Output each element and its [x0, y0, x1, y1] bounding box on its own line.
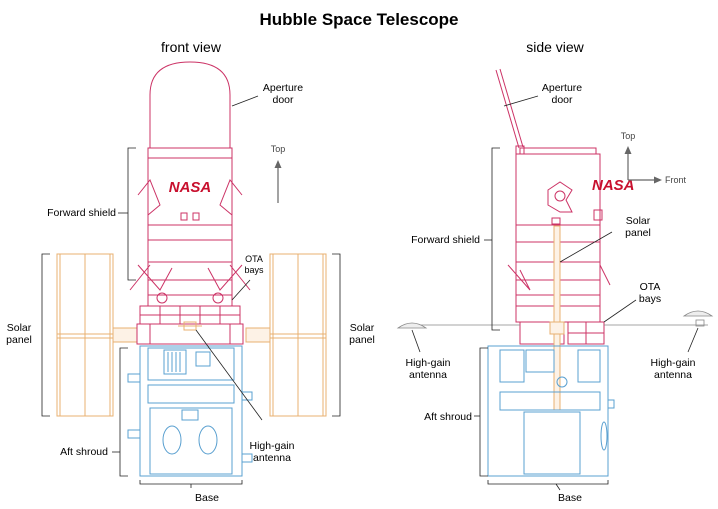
front-view: NASA — [6, 61, 375, 504]
front-aperture-label-2: door — [272, 94, 294, 106]
front-ota-label-2: bays — [244, 265, 264, 275]
front-ota-label-1: OTA — [245, 254, 263, 264]
front-solar-right-label-2: panel — [349, 334, 375, 346]
side-orientation-arrows — [624, 146, 662, 184]
front-aft-shroud-label: Aft shroud — [60, 446, 108, 458]
front-leader-lines — [41, 95, 341, 488]
side-front-label: Front — [665, 175, 687, 185]
side-view-heading: side view — [526, 39, 584, 55]
front-solar-panel-left — [56, 253, 138, 417]
side-forward-shield-label: Forward shield — [411, 234, 480, 246]
front-aperture-label-1: Aperture — [263, 82, 303, 94]
side-aperture-label-2: door — [551, 94, 573, 106]
side-ota-label-1: OTA — [640, 281, 661, 293]
front-aft-shroud — [127, 345, 253, 477]
side-hga-left-label-1: High-gain — [406, 357, 451, 369]
front-nasa-logo: NASA — [169, 179, 212, 196]
side-top-label: Top — [621, 131, 636, 141]
side-nasa-logo: NASA — [592, 177, 635, 194]
side-aft-shroud-label: Aft shroud — [424, 411, 472, 423]
front-base-label: Base — [195, 492, 219, 504]
side-leader-lines — [411, 95, 699, 491]
front-solar-panel-right — [245, 253, 327, 417]
front-solar-left-label-2: panel — [6, 334, 32, 346]
front-high-gain-antenna — [178, 321, 202, 331]
side-solar-label-2: panel — [625, 227, 651, 239]
side-hga-right-label-1: High-gain — [651, 357, 696, 369]
front-telescope-tube — [129, 61, 251, 345]
front-solar-left-label-1: Solar — [7, 322, 32, 334]
side-solar-label-1: Solar — [626, 215, 651, 227]
side-aperture-label-1: Aperture — [542, 82, 582, 94]
front-forward-shield-label: Forward shield — [47, 207, 116, 219]
side-hga-right-label-2: antenna — [654, 369, 692, 381]
side-telescope-tube — [495, 68, 611, 345]
side-hga-left-label-2: antenna — [409, 369, 447, 381]
front-solar-right-label-1: Solar — [350, 322, 375, 334]
front-view-heading: front view — [161, 39, 222, 55]
side-base-label: Base — [558, 492, 582, 504]
front-hga-label-1: High-gain — [250, 440, 295, 452]
side-view: NASA — [396, 68, 714, 504]
side-high-gain-antennas — [396, 310, 714, 329]
front-hga-label-2: antenna — [253, 452, 291, 464]
side-ota-label-2: bays — [639, 293, 661, 305]
side-aft-shroud — [487, 345, 615, 477]
front-top-arrow — [274, 160, 282, 203]
diagram-title: Hubble Space Telescope — [259, 10, 458, 29]
front-top-label: Top — [271, 144, 286, 154]
